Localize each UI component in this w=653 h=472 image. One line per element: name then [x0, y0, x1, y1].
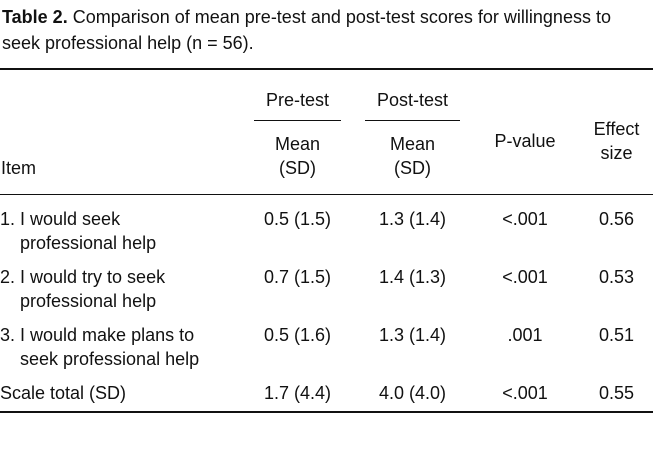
caption: Table 2. Comparison of mean pre-test and…	[0, 0, 653, 68]
item-cell: 1. I would seek professional help	[0, 209, 157, 253]
value-cell: .001	[507, 325, 543, 345]
table-row: 1. I would seek professional help 0.5 (1.…	[0, 195, 653, 262]
value-cell: 1.4 (1.3)	[378, 267, 447, 287]
subheader: Mean (SD)	[240, 122, 355, 195]
subheader: Mean (SD)	[355, 122, 470, 195]
group-label: Post-test	[364, 88, 461, 121]
value-cell: <.001	[502, 383, 548, 403]
header-p-value: P-value	[470, 69, 580, 195]
table-row: Scale total (SD) 1.7 (4.4) 4.0 (4.0) <.001 0…	[0, 377, 653, 412]
caption-label: Table 2.	[2, 7, 68, 27]
value-cell: 4.0 (4.0)	[378, 383, 447, 403]
table: Item Pre-test Post-test P-value Effect s…	[0, 68, 653, 413]
value-cell: 1.3 (1.4)	[378, 325, 447, 345]
value-cell: 0.5 (1.5)	[263, 209, 332, 229]
header-effect-size: Effect size	[580, 69, 653, 195]
header-group: Pre-test	[240, 69, 355, 122]
value-cell: 0.51	[598, 325, 635, 345]
value-cell: 0.53	[598, 267, 635, 287]
item-cell: 2. I would try to seek professional help	[0, 267, 166, 311]
item-cell: 3. I would make plans to seek profession…	[0, 325, 200, 369]
value-cell: 0.56	[598, 209, 635, 229]
value-cell: 1.3 (1.4)	[378, 209, 447, 229]
value-cell: 1.7 (4.4)	[263, 383, 332, 403]
value-cell: <.001	[502, 209, 548, 229]
table-row: 2. I would try to seek professional help…	[0, 261, 653, 319]
item-cell: Scale total (SD)	[0, 383, 127, 403]
table-row: 3. I would make plans to seek profession…	[0, 319, 653, 377]
table-body: 1. I would seek professional help 0.5 (1.…	[0, 195, 653, 413]
value-cell: 0.5 (1.6)	[263, 325, 332, 345]
value-cell: 0.7 (1.5)	[263, 267, 332, 287]
value-cell: 0.55	[598, 383, 635, 403]
header-item: Item	[0, 69, 240, 195]
header-group: Post-test	[355, 69, 470, 122]
value-cell: <.001	[502, 267, 548, 287]
group-label: Pre-test	[253, 88, 342, 121]
caption-text: Comparison of mean pre-test and post-tes…	[2, 7, 611, 53]
